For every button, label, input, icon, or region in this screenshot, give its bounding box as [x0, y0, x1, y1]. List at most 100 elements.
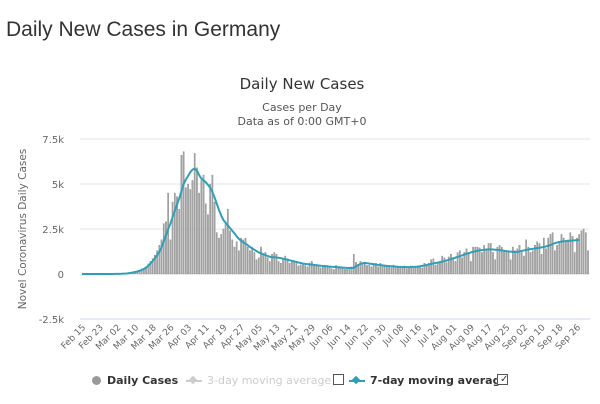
bar-daily-cases[interactable]	[509, 259, 512, 275]
bar-daily-cases[interactable]	[571, 236, 574, 275]
bar-daily-cases[interactable]	[421, 267, 424, 275]
bar-daily-cases[interactable]	[275, 254, 278, 275]
bar-daily-cases[interactable]	[576, 237, 578, 275]
bar-daily-cases[interactable]	[140, 268, 143, 275]
bar-daily-cases[interactable]	[355, 262, 357, 275]
bar-daily-cases[interactable]	[326, 265, 329, 275]
bar-daily-cases[interactable]	[284, 255, 287, 275]
bar-daily-cases[interactable]	[428, 263, 430, 275]
bar-daily-cases[interactable]	[268, 261, 271, 275]
bar-daily-cases[interactable]	[339, 267, 342, 275]
bar-daily-cases[interactable]	[454, 261, 457, 275]
bar-daily-cases[interactable]	[207, 214, 209, 275]
bar-daily-cases[interactable]	[556, 245, 558, 275]
bar-daily-cases[interactable]	[310, 261, 313, 275]
bar-daily-cases[interactable]	[534, 245, 536, 275]
bar-daily-cases[interactable]	[432, 258, 435, 275]
bar-daily-cases[interactable]	[489, 243, 492, 275]
bar-daily-cases[interactable]	[324, 264, 326, 275]
bar-daily-cases[interactable]	[235, 241, 238, 275]
bar-daily-cases[interactable]	[277, 261, 280, 275]
bar-daily-cases[interactable]	[333, 269, 335, 275]
bar-daily-cases[interactable]	[346, 268, 348, 275]
bar-daily-cases[interactable]	[220, 234, 223, 275]
bar-daily-cases[interactable]	[505, 252, 508, 275]
bar-daily-cases[interactable]	[569, 232, 572, 275]
bar-daily-cases[interactable]	[246, 246, 249, 275]
bar-daily-cases[interactable]	[408, 267, 410, 275]
bar-daily-cases[interactable]	[297, 265, 300, 275]
bar-daily-cases[interactable]	[538, 243, 541, 275]
bar-daily-cases[interactable]	[459, 250, 461, 275]
checkbox-7day-average[interactable]: ✓	[497, 374, 508, 385]
bar-daily-cases[interactable]	[167, 192, 169, 275]
bar-daily-cases[interactable]	[231, 239, 234, 275]
bar-daily-cases[interactable]	[483, 245, 485, 275]
bar-daily-cases[interactable]	[253, 252, 256, 275]
bar-daily-cases[interactable]	[558, 241, 561, 275]
bar-daily-cases[interactable]	[463, 252, 466, 275]
bar-daily-cases[interactable]	[425, 264, 428, 275]
bar-daily-cases[interactable]	[465, 248, 468, 275]
bar-daily-cases[interactable]	[293, 261, 295, 275]
legend-item-daily-cases[interactable]: Daily Cases	[92, 370, 178, 390]
bar-daily-cases[interactable]	[273, 252, 276, 275]
bar-daily-cases[interactable]	[337, 268, 340, 275]
bar-daily-cases[interactable]	[392, 264, 395, 275]
bar-daily-cases[interactable]	[262, 254, 264, 275]
bar-daily-cases[interactable]	[204, 203, 207, 275]
bar-daily-cases[interactable]	[229, 230, 231, 275]
bar-daily-cases[interactable]	[584, 232, 587, 275]
bar-daily-cases[interactable]	[160, 239, 163, 275]
bar-daily-cases[interactable]	[485, 248, 488, 275]
bar-daily-cases[interactable]	[514, 250, 516, 275]
bar-daily-cases[interactable]	[171, 201, 174, 275]
bar-daily-cases[interactable]	[388, 265, 390, 275]
bar-daily-cases[interactable]	[560, 234, 563, 275]
bar-daily-cases[interactable]	[410, 265, 413, 275]
bar-daily-cases[interactable]	[198, 192, 200, 275]
bar-daily-cases[interactable]	[180, 155, 183, 275]
bar-daily-cases[interactable]	[478, 247, 481, 275]
bar-daily-cases[interactable]	[315, 265, 318, 275]
bar-daily-cases[interactable]	[474, 246, 477, 275]
bar-daily-cases[interactable]	[352, 254, 355, 275]
bar-daily-cases[interactable]	[523, 255, 525, 275]
bar-daily-cases[interactable]	[379, 263, 382, 275]
bar-daily-cases[interactable]	[304, 265, 306, 275]
bar-daily-cases[interactable]	[536, 241, 539, 275]
bar-daily-cases[interactable]	[162, 223, 165, 275]
bar-daily-cases[interactable]	[196, 167, 198, 275]
bar-daily-cases[interactable]	[436, 262, 439, 275]
bar-daily-cases[interactable]	[573, 252, 576, 275]
bar-daily-cases[interactable]	[244, 237, 247, 275]
bar-daily-cases[interactable]	[450, 254, 452, 275]
bar-daily-cases[interactable]	[308, 262, 311, 275]
bar-daily-cases[interactable]	[481, 252, 483, 275]
bar-daily-cases[interactable]	[209, 183, 211, 275]
bar-daily-cases[interactable]	[516, 248, 519, 275]
bar-daily-cases[interactable]	[264, 252, 267, 275]
bar-daily-cases[interactable]	[238, 250, 240, 275]
bar-daily-cases[interactable]	[215, 232, 218, 275]
bar-daily-cases[interactable]	[578, 234, 580, 275]
bar-daily-cases[interactable]	[368, 264, 371, 275]
bar-daily-cases[interactable]	[467, 254, 470, 275]
bar-daily-cases[interactable]	[496, 246, 499, 275]
bar-daily-cases[interactable]	[240, 237, 242, 275]
bar-daily-cases[interactable]	[366, 265, 368, 275]
bar-daily-cases[interactable]	[260, 246, 262, 275]
bar-daily-cases[interactable]	[255, 259, 258, 275]
bar-daily-cases[interactable]	[288, 263, 291, 275]
bar-daily-cases[interactable]	[266, 257, 269, 275]
bar-daily-cases[interactable]	[364, 263, 366, 275]
bar-daily-cases[interactable]	[202, 174, 205, 275]
bar-daily-cases[interactable]	[149, 261, 152, 275]
bar-daily-cases[interactable]	[419, 266, 421, 275]
bar-daily-cases[interactable]	[291, 262, 293, 275]
bar-daily-cases[interactable]	[377, 266, 379, 275]
bar-daily-cases[interactable]	[525, 239, 527, 275]
bar-daily-cases[interactable]	[299, 264, 302, 275]
bar-daily-cases[interactable]	[335, 265, 337, 275]
bar-daily-cases[interactable]	[545, 248, 547, 275]
